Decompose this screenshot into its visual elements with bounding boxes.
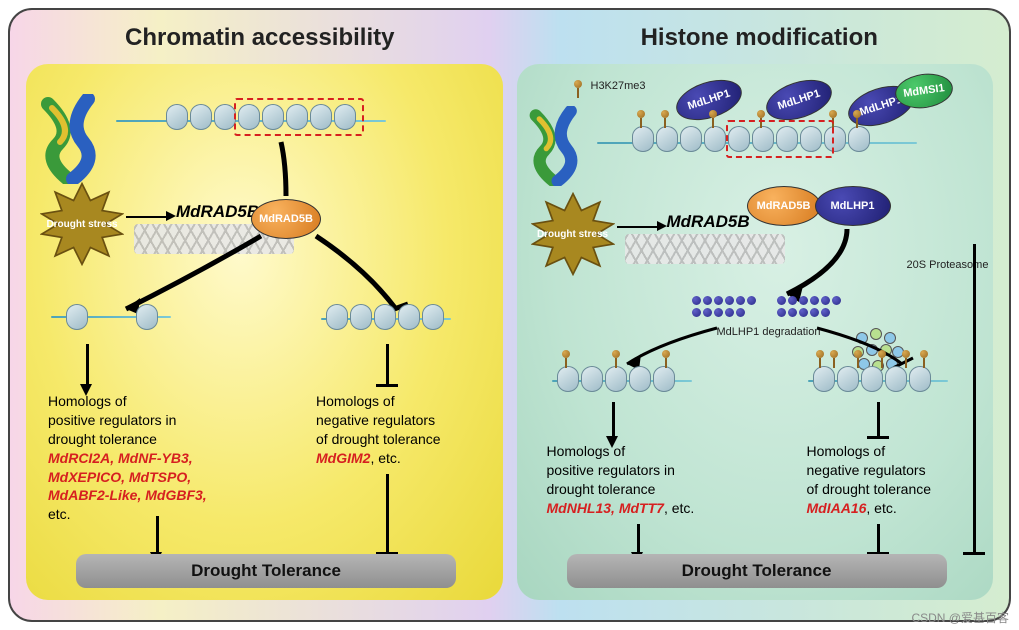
inhibit-neg-bar-l-stem	[386, 474, 389, 552]
panel-histone-modification: H3K27me3 MdLHP1 MdLHP1 MdLHP1 MdMSI1	[517, 64, 994, 600]
pos-etc-r: , etc.	[664, 500, 694, 516]
arrow-network-left	[26, 64, 503, 404]
neg-heading-r: Homologs of negative regulators of droug…	[807, 443, 932, 497]
pos-text-right: Homologs of positive regulators in droug…	[547, 442, 757, 518]
arrow-pos-bar-l	[156, 516, 159, 552]
neg-text-right: Homologs of negative regulators of droug…	[807, 442, 987, 518]
arrow-pos-r	[612, 402, 615, 436]
arrow-pos-l	[86, 344, 89, 384]
pos-genes-r: MdNHL13, MdTT7	[547, 500, 664, 516]
pos-genes-l: MdRCI2A, MdNF-YB3, MdXEPICO, MdTSPO, MdA…	[48, 450, 207, 504]
right-title: Histone modification	[510, 10, 1010, 64]
tolerance-bar-right: Drought Tolerance	[567, 554, 947, 588]
panel-row: Drought stress MdRAD5B MdRAD5B	[10, 64, 1009, 614]
pos-text-left: Homologs of positive regulators in droug…	[48, 392, 278, 524]
nucleo-branch-pos-r	[557, 366, 675, 392]
right-edge-inhibit-stem	[973, 244, 976, 552]
inhibit-neg-l-stem	[386, 344, 389, 384]
tolerance-bar-left: Drought Tolerance	[76, 554, 456, 588]
inhibit-neg-r-bar	[867, 436, 889, 439]
right-edge-inhibit-bar	[963, 552, 985, 555]
inhibit-neg-bar-r-stem	[877, 524, 880, 552]
panel-chromatin-accessibility: Drought stress MdRAD5B MdRAD5B	[26, 64, 503, 600]
neg-genes-r: MdIAA16	[807, 500, 867, 516]
neg-heading-l: Homologs of negative regulators of droug…	[316, 393, 441, 447]
inhibit-neg-l-bar	[376, 384, 398, 387]
inhibit-neg-r-stem	[877, 402, 880, 436]
left-title: Chromatin accessibility	[10, 10, 510, 64]
watermark: CSDN @爱基百客	[911, 609, 1009, 626]
closed-nucleosome-l	[326, 304, 444, 330]
nucleo-branch-neg-r	[813, 366, 931, 392]
pos-heading-r: Homologs of positive regulators in droug…	[547, 443, 675, 497]
pos-etc-l: etc.	[48, 506, 71, 522]
pos-heading-l: Homologs of positive regulators in droug…	[48, 393, 176, 447]
neg-genes-l: MdGIM2	[316, 450, 370, 466]
title-row: Chromatin accessibility Histone modifica…	[10, 10, 1009, 64]
neg-text-left: Homologs of negative regulators of droug…	[316, 392, 496, 468]
figure-frame: Chromatin accessibility Histone modifica…	[8, 8, 1011, 622]
arrow-pos-bar-r	[637, 524, 640, 552]
neg-etc-l: , etc.	[370, 450, 400, 466]
neg-etc-r: , etc.	[866, 500, 896, 516]
